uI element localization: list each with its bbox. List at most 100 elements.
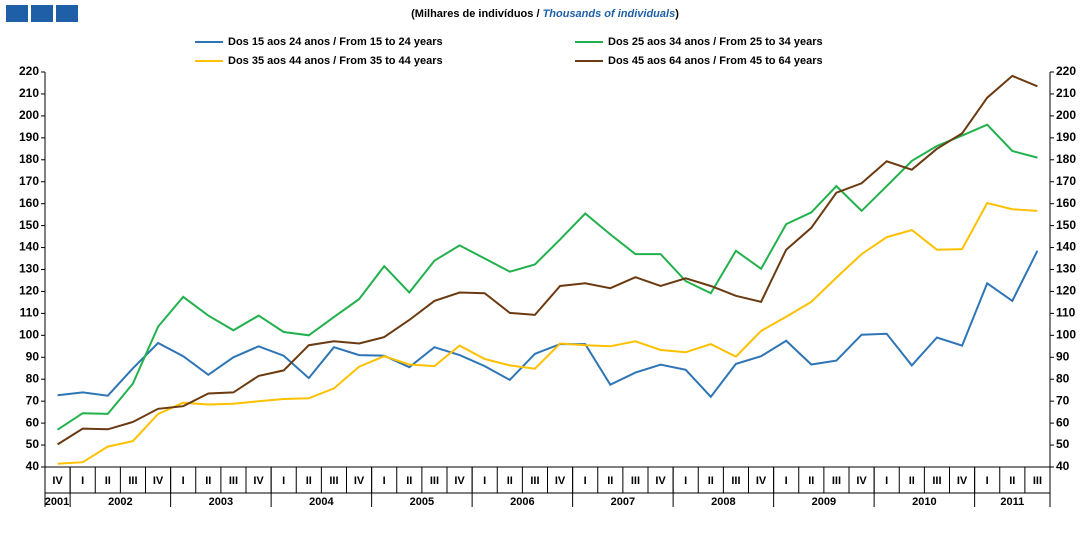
y-tick-label: 200 <box>19 108 39 122</box>
x-tick-label: I <box>483 475 486 487</box>
y2-tick-label: 140 <box>1056 240 1076 254</box>
series-line <box>57 123 1038 431</box>
y-tick-label: 160 <box>19 196 39 210</box>
y2-tick-label: 180 <box>1056 152 1076 166</box>
x-tick-label: IV <box>253 475 264 487</box>
x-tick-label: I <box>684 475 687 487</box>
y-tick-label: 170 <box>19 174 39 188</box>
y2-tick-label: 40 <box>1056 459 1070 473</box>
x-tick-label: I <box>584 475 587 487</box>
legend-label: Dos 35 aos 44 anos / From 35 to 44 years <box>228 55 443 67</box>
x-tick-label: IV <box>52 475 63 487</box>
y2-tick-label: 60 <box>1056 415 1070 429</box>
year-label: 2009 <box>812 496 836 508</box>
year-label: 2005 <box>410 496 434 508</box>
y-tick-label: 220 <box>19 64 39 78</box>
x-tick-label: II <box>306 475 312 487</box>
year-label: 2004 <box>309 496 334 508</box>
year-label: 2010 <box>912 496 936 508</box>
x-tick-label: I <box>182 475 185 487</box>
y-tick-label: 80 <box>26 371 40 385</box>
legend-label: Dos 15 aos 24 anos / From 15 to 24 years <box>228 36 443 48</box>
x-tick-label: I <box>986 475 989 487</box>
x-tick-label: IV <box>756 475 767 487</box>
y2-tick-label: 120 <box>1056 284 1076 298</box>
x-tick-label: II <box>406 475 412 487</box>
logo-block <box>56 5 78 22</box>
y2-tick-label: 160 <box>1056 196 1076 210</box>
y2-tick-label: 190 <box>1056 130 1076 144</box>
y2-tick-label: 150 <box>1056 218 1076 232</box>
x-tick-label: IV <box>555 475 566 487</box>
y2-tick-label: 210 <box>1056 86 1076 100</box>
y2-tick-label: 80 <box>1056 371 1070 385</box>
y2-tick-label: 70 <box>1056 393 1070 407</box>
year-label: 2011 <box>1000 496 1024 508</box>
y-tick-label: 100 <box>19 328 39 342</box>
logo-block <box>6 5 28 22</box>
y-tick-label: 110 <box>20 306 40 320</box>
y2-tick-label: 110 <box>1056 306 1076 320</box>
y-tick-label: 140 <box>19 240 39 254</box>
y-tick-label: 120 <box>19 284 39 298</box>
y2-tick-label: 130 <box>1056 262 1076 276</box>
year-label: 2003 <box>209 496 233 508</box>
logo-block <box>31 5 53 22</box>
x-tick-label: III <box>832 475 841 487</box>
y2-tick-label: 200 <box>1056 108 1076 122</box>
x-tick-label: II <box>205 475 211 487</box>
y2-tick-label: 50 <box>1056 437 1070 451</box>
x-tick-label: IV <box>354 475 365 487</box>
x-tick-label: II <box>607 475 613 487</box>
y-tick-label: 150 <box>19 218 39 232</box>
x-tick-label: II <box>909 475 915 487</box>
x-tick-label: I <box>81 475 84 487</box>
x-tick-label: I <box>885 475 888 487</box>
y-tick-label: 50 <box>26 437 40 451</box>
x-tick-label: II <box>808 475 814 487</box>
x-tick-label: III <box>229 475 238 487</box>
y-tick-label: 90 <box>26 349 40 363</box>
y2-tick-label: 170 <box>1056 174 1076 188</box>
year-label: 2007 <box>611 496 635 508</box>
x-tick-label: II <box>507 475 513 487</box>
x-tick-label: II <box>105 475 111 487</box>
year-label: 2001 <box>45 496 69 508</box>
x-tick-label: III <box>329 475 338 487</box>
x-tick-label: I <box>282 475 285 487</box>
legend-label: Dos 45 aos 64 anos / From 45 to 64 years <box>608 55 823 67</box>
x-tick-label: III <box>932 475 941 487</box>
x-tick-label: IV <box>655 475 666 487</box>
y-tick-label: 180 <box>19 152 39 166</box>
y-tick-label: 130 <box>19 262 39 276</box>
y-tick-label: 40 <box>26 459 40 473</box>
x-tick-label: I <box>785 475 788 487</box>
x-tick-label: IV <box>957 475 968 487</box>
x-tick-label: III <box>128 475 137 487</box>
y2-tick-label: 90 <box>1056 349 1070 363</box>
legend-label: Dos 25 aos 34 anos / From 25 to 34 years <box>608 36 823 48</box>
x-tick-label: II <box>1009 475 1015 487</box>
year-label: 2006 <box>510 496 534 508</box>
x-tick-label: III <box>631 475 640 487</box>
year-label: 2008 <box>711 496 735 508</box>
x-tick-label: III <box>530 475 539 487</box>
y-tick-label: 210 <box>19 86 39 100</box>
subtitle: (Milhares de indivíduos / Thousands of i… <box>411 8 679 20</box>
y-tick-label: 70 <box>26 393 40 407</box>
x-tick-label: I <box>383 475 386 487</box>
series-line <box>57 250 1039 399</box>
x-tick-label: III <box>731 475 740 487</box>
y2-tick-label: 100 <box>1056 328 1076 342</box>
y2-tick-label: 220 <box>1056 64 1076 78</box>
y-tick-label: 60 <box>26 415 40 429</box>
x-tick-label: IV <box>454 475 465 487</box>
x-tick-label: III <box>1033 475 1042 487</box>
x-tick-label: II <box>708 475 714 487</box>
subtitle-pt: (Milhares de indivíduos / <box>411 8 539 20</box>
subtitle-en: Thousands of individuals <box>543 8 676 20</box>
series-line <box>57 201 1038 465</box>
year-label: 2002 <box>108 496 132 508</box>
subtitle-end: ) <box>675 8 679 20</box>
